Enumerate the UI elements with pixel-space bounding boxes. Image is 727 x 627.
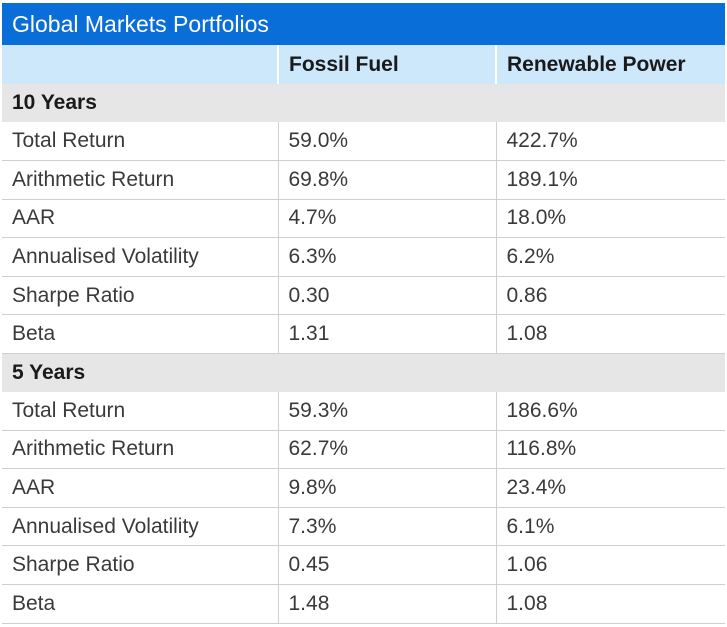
table-row: Total Return 59.3% 186.6% bbox=[2, 391, 725, 431]
renewable-value: 189.1% bbox=[495, 160, 725, 200]
fossil-value: 62.7% bbox=[277, 430, 496, 470]
fossil-value: 59.3% bbox=[277, 391, 496, 431]
renewable-value: 116.8% bbox=[495, 430, 725, 470]
metric-label: Annualised Volatility bbox=[2, 237, 278, 277]
metric-label: Total Return bbox=[2, 122, 278, 162]
renewable-value: 6.1% bbox=[495, 507, 725, 547]
metric-label: Annualised Volatility bbox=[2, 507, 278, 547]
table-row: Annualised Volatility 7.3% 6.1% bbox=[2, 507, 725, 547]
table-row: AAR 4.7% 18.0% bbox=[2, 199, 725, 239]
fossil-value: 59.0% bbox=[277, 122, 496, 162]
column-header-row: Fossil Fuel Renewable Power bbox=[2, 45, 725, 84]
renewable-value: 0.86 bbox=[495, 276, 725, 316]
metric-label: Beta bbox=[2, 314, 278, 355]
metric-label: Sharpe Ratio bbox=[2, 545, 278, 586]
fossil-value: 6.3% bbox=[277, 237, 496, 277]
renewable-value: 422.7% bbox=[495, 122, 725, 162]
metric-label: AAR bbox=[2, 468, 278, 508]
fossil-value: 7.3% bbox=[277, 507, 496, 547]
column-header-renewable-power: Renewable Power bbox=[495, 45, 725, 84]
renewable-value: 1.06 bbox=[495, 545, 725, 586]
fossil-value: 9.8% bbox=[277, 468, 496, 508]
renewable-value: 18.0% bbox=[495, 199, 725, 239]
metric-label: Total Return bbox=[2, 391, 278, 431]
table-row: AAR 9.8% 23.4% bbox=[2, 468, 725, 508]
column-header-metric bbox=[2, 45, 278, 84]
metric-label: Arithmetic Return bbox=[2, 160, 278, 200]
fossil-value: 0.30 bbox=[277, 276, 496, 316]
column-header-fossil-fuel: Fossil Fuel bbox=[277, 45, 496, 84]
table-title: Global Markets Portfolios bbox=[2, 3, 725, 45]
renewable-value: 6.2% bbox=[495, 237, 725, 277]
table-row: Total Return 59.0% 422.7% bbox=[2, 122, 725, 162]
fossil-value: 1.31 bbox=[277, 314, 496, 355]
section-header-5-years: 5 Years bbox=[2, 353, 725, 392]
table-row: Arithmetic Return 62.7% 116.8% bbox=[2, 430, 725, 470]
metric-label: Arithmetic Return bbox=[2, 430, 278, 470]
table-row: Beta 1.31 1.08 bbox=[2, 314, 725, 355]
fossil-value: 69.8% bbox=[277, 160, 496, 200]
section-label: 5 Years bbox=[2, 353, 725, 392]
metric-label: AAR bbox=[2, 199, 278, 239]
table-row: Arithmetic Return 69.8% 189.1% bbox=[2, 160, 725, 200]
renewable-value: 186.6% bbox=[495, 391, 725, 431]
section-header-10-years: 10 Years bbox=[2, 84, 725, 122]
fossil-value: 0.45 bbox=[277, 545, 496, 586]
fossil-value: 4.7% bbox=[277, 199, 496, 239]
table-row: Annualised Volatility 6.3% 6.2% bbox=[2, 237, 725, 277]
table-row: Beta 1.48 1.08 bbox=[2, 584, 725, 624]
renewable-value: 23.4% bbox=[495, 468, 725, 508]
section-label: 10 Years bbox=[2, 84, 725, 122]
renewable-value: 1.08 bbox=[495, 314, 725, 355]
metric-label: Sharpe Ratio bbox=[2, 276, 278, 316]
table-row: Sharpe Ratio 0.30 0.86 bbox=[2, 276, 725, 316]
renewable-value: 1.08 bbox=[495, 584, 725, 624]
portfolio-table: Fossil Fuel Renewable Power 10 Years Tot… bbox=[2, 45, 725, 624]
fossil-value: 1.48 bbox=[277, 584, 496, 624]
table-row: Sharpe Ratio 0.45 1.06 bbox=[2, 545, 725, 586]
metric-label: Beta bbox=[2, 584, 278, 624]
